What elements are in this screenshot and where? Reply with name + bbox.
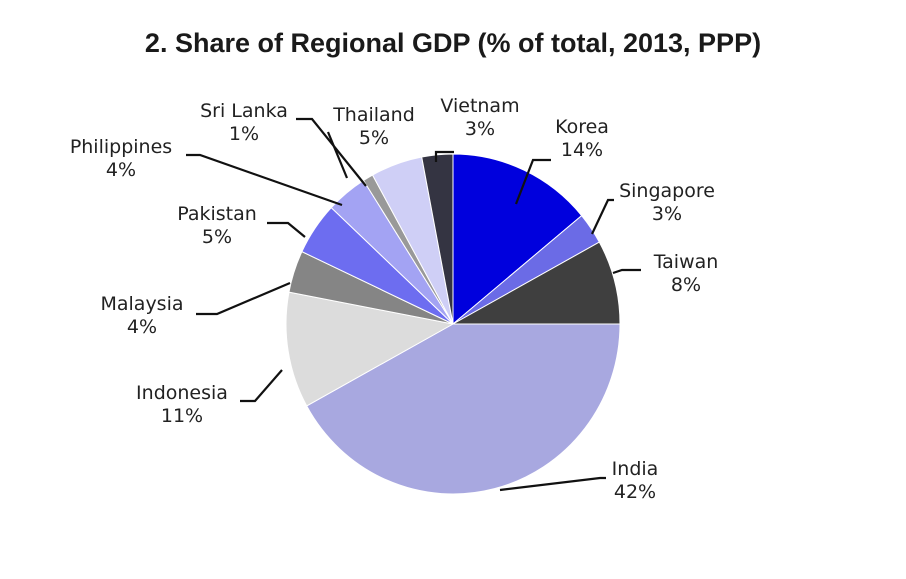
- leader-line-indonesia: [240, 369, 283, 403]
- slice-name-sri-lanka: Sri Lanka: [200, 100, 288, 122]
- slice-label-sri-lanka: Sri Lanka 1%: [200, 100, 288, 145]
- slice-value-vietnam: 3%: [465, 118, 495, 140]
- slice-label-indonesia: Indonesia 11%: [136, 382, 228, 427]
- chart-title: 2. Share of Regional GDP (% of total, 20…: [144, 28, 762, 58]
- pie-slice-korea: [452, 153, 583, 326]
- leader-line-taiwan: [612, 268, 641, 275]
- slice-label-philippines: Philippines 4%: [70, 136, 172, 181]
- slice-label-pakistan: Pakistan 5%: [177, 203, 257, 248]
- pie-slice-indonesia: [285, 291, 455, 407]
- slice-value-thailand: 5%: [359, 127, 389, 149]
- slice-value-pakistan: 5%: [202, 226, 232, 248]
- leader-line-philippines: [186, 153, 343, 207]
- slice-name-taiwan: Taiwan: [653, 251, 719, 273]
- slice-name-pakistan: Pakistan: [177, 203, 257, 225]
- slice-value-singapore: 3%: [652, 203, 682, 225]
- slice-label-thailand: Thailand 5%: [332, 104, 415, 149]
- slice-labels: Korea 14%Singapore 3%Taiwan 8%India 42%Indon…: [70, 95, 718, 503]
- slice-name-vietnam: Vietnam: [440, 95, 519, 117]
- slice-name-philippines: Philippines: [70, 136, 172, 158]
- leader-line-pakistan: [267, 221, 306, 238]
- leader-line-india: [499, 476, 606, 492]
- slice-value-korea: 14%: [561, 139, 603, 161]
- slice-label-malaysia: Malaysia 4%: [100, 293, 183, 338]
- slice-name-korea: Korea: [555, 116, 609, 138]
- pie-slices: [285, 153, 621, 495]
- slice-value-indonesia: 11%: [161, 405, 203, 427]
- leader-line-singapore: [591, 198, 614, 235]
- slice-label-singapore: Singapore 3%: [619, 180, 715, 225]
- slice-value-philippines: 4%: [106, 159, 136, 181]
- slice-label-india: India 42%: [612, 458, 659, 503]
- slice-name-singapore: Singapore: [619, 180, 715, 202]
- slice-label-vietnam: Vietnam 3%: [440, 95, 519, 140]
- slice-value-india: 42%: [614, 481, 656, 503]
- slice-name-india: India: [612, 458, 659, 480]
- leader-line-thailand: [326, 131, 349, 179]
- slice-value-taiwan: 8%: [671, 274, 701, 296]
- slice-name-malaysia: Malaysia: [100, 293, 183, 315]
- pie-slice-vietnam: [421, 153, 454, 325]
- leader-lines: [186, 117, 641, 492]
- slice-label-taiwan: Taiwan 8%: [653, 251, 719, 296]
- leader-line-vietnam: [434, 150, 454, 162]
- leader-line-sri-lanka: [296, 117, 367, 187]
- pie-slice-india: [305, 323, 621, 495]
- slice-label-korea: Korea 14%: [555, 116, 609, 161]
- leader-line-malaysia: [196, 281, 291, 316]
- leader-line-korea: [514, 158, 551, 205]
- slice-value-sri-lanka: 1%: [229, 123, 259, 145]
- slice-value-malaysia: 4%: [127, 316, 157, 338]
- slice-name-thailand: Thailand: [332, 104, 415, 126]
- slice-name-indonesia: Indonesia: [136, 382, 228, 404]
